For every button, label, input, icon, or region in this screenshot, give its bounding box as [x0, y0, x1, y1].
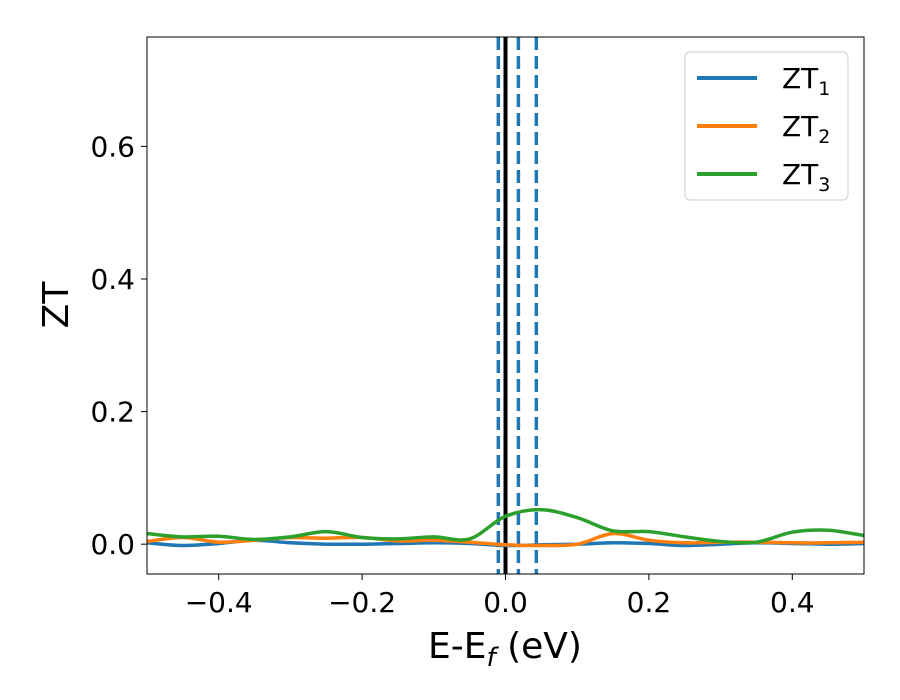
y-axis-label: ZT: [36, 281, 77, 329]
x-tick-label: −0.2: [328, 586, 396, 619]
legend-entries: ZT1 ZT2 ZT3: [697, 62, 830, 196]
legend: ZT1 ZT2 ZT3: [684, 51, 849, 201]
y-tick-label: 0.0: [90, 528, 135, 561]
legend-frame: [684, 51, 849, 201]
x-tick-label: 0.2: [627, 586, 672, 619]
reference-lines: [496, 37, 539, 574]
legend-label-zt2: ZT2: [782, 110, 830, 148]
series-lines: [147, 507, 864, 548]
y-tick-label: 0.6: [90, 130, 135, 163]
legend-label-zt1: ZT1: [782, 62, 830, 100]
y-axis: 0.0 0.2 0.4 0.6: [90, 130, 147, 561]
x-axis-label-suffix: (eV): [496, 626, 582, 667]
x-axis: −0.4 −0.2 0.0 0.2 0.4: [185, 574, 815, 619]
x-axis-label-main: E-E: [428, 626, 486, 667]
x-axis-label: E-Ef (eV): [428, 626, 582, 673]
y-tick-label: 0.4: [90, 263, 135, 296]
x-tick-label: −0.4: [185, 586, 253, 619]
legend-label-zt3: ZT3: [782, 158, 830, 196]
y-tick-label: 0.2: [90, 396, 135, 429]
x-tick-label: 0.4: [770, 586, 815, 619]
x-tick-label: 0.0: [483, 586, 528, 619]
series-line-zt3: [147, 507, 864, 545]
